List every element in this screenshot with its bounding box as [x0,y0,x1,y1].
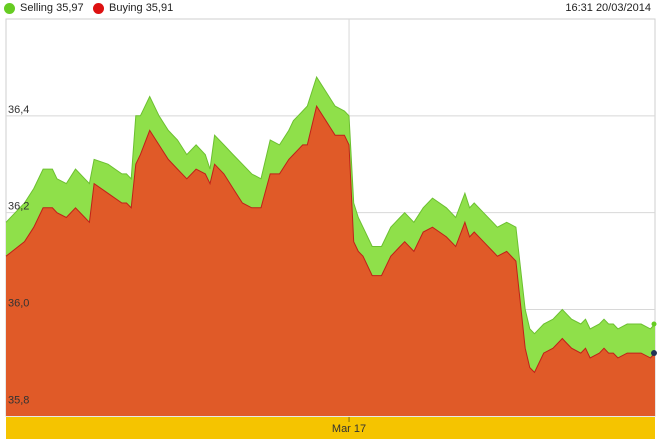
y-tick-label: 36,4 [8,104,29,116]
y-tick-label: 36,2 [8,201,29,213]
y-axis-ticks: 36,4 36,2 36,0 35,8 [8,104,29,406]
x-tick-label: Mar 17 [332,423,366,435]
selling-last-point [651,321,657,327]
buying-series-area [6,106,655,416]
legend: Selling 35,97 Buying 35,91 16:31 20/03/2… [0,0,659,18]
y-tick-label: 36,0 [8,297,29,309]
selling-series-line [5,75,656,335]
buying-dot-icon [93,2,104,14]
buying-label: Buying 35,91 [109,2,174,14]
buying-series-line [5,104,656,374]
y-tick-label: 35,8 [8,394,29,406]
selling-dot-icon [4,2,15,14]
buying-last-point [651,350,657,357]
timestamp: 16:31 20/03/2014 [565,2,651,14]
selling-label: Selling 35,97 [20,2,84,14]
x-axis-band [6,417,655,439]
legend-item-selling[interactable]: Selling 35,97 [4,2,84,14]
legend-item-buying[interactable]: Buying 35,91 [93,2,173,14]
